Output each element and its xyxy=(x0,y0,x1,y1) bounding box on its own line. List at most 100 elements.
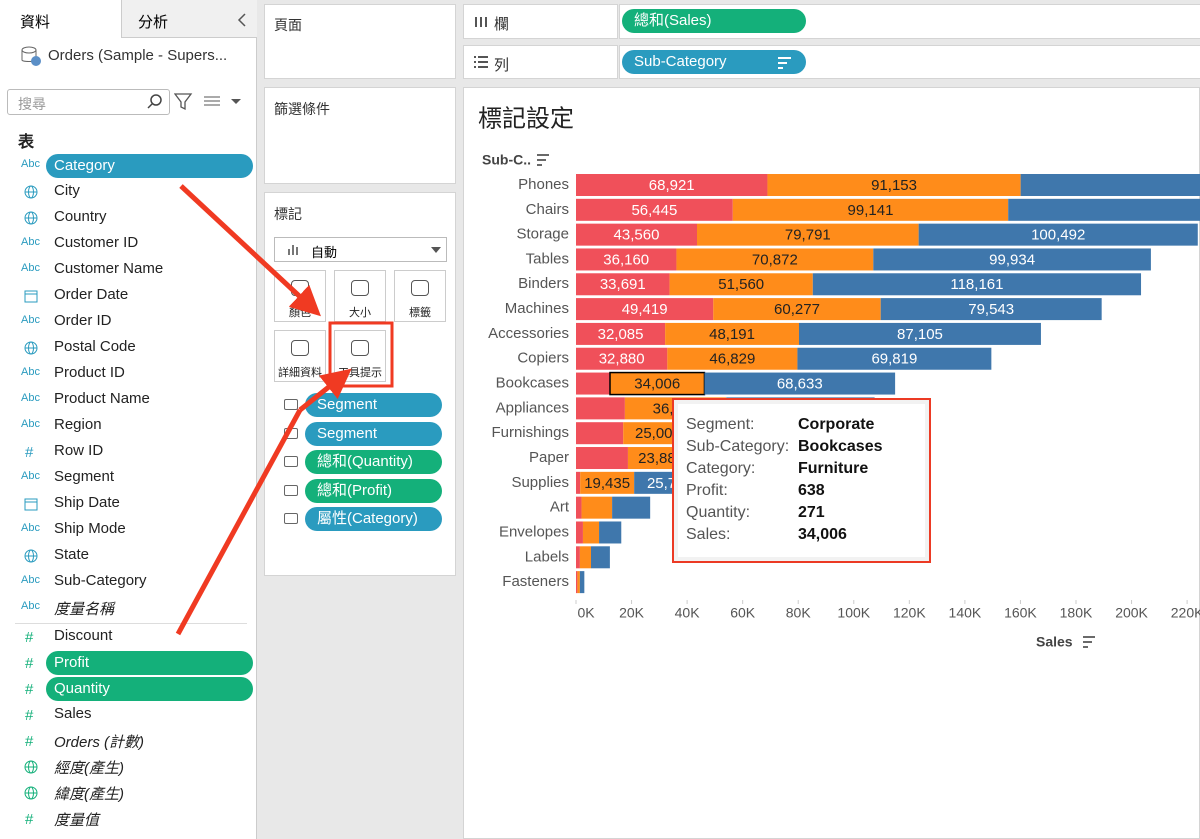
rows-shelf[interactable]: Sub-Category xyxy=(619,45,1200,79)
tooltip: Segment: Corporate Sub-Category: Bookcases C… xyxy=(672,398,931,563)
sort-icon[interactable] xyxy=(1083,636,1095,648)
sort-icon[interactable] xyxy=(537,154,549,166)
datasource-name[interactable]: Orders (Sample - Supers... xyxy=(48,47,228,64)
pill[interactable]: 屬性(Category) xyxy=(305,507,442,532)
field[interactable]: Ship Date xyxy=(54,494,120,511)
field[interactable]: Postal Code xyxy=(54,338,136,355)
bar-segment xyxy=(797,347,992,370)
x-tick-label: 20K xyxy=(619,605,645,621)
x-tick-label: 200K xyxy=(1115,605,1148,621)
data-label: 32,085 xyxy=(598,326,644,343)
x-tick-label: 180K xyxy=(1060,605,1093,621)
field[interactable]: Discount xyxy=(54,627,113,644)
field[interactable]: Quantity xyxy=(46,677,253,701)
field[interactable]: Segment xyxy=(54,468,115,485)
field[interactable]: Product Name xyxy=(54,390,150,407)
search-box[interactable]: 搜尋 xyxy=(7,89,170,115)
field[interactable]: Region xyxy=(54,416,102,433)
bar-segment xyxy=(665,322,799,345)
tab-analysis[interactable]: 分析 xyxy=(122,0,257,38)
bar-segment xyxy=(580,471,635,494)
field[interactable]: Order ID xyxy=(54,312,112,329)
field[interactable]: 度量值 xyxy=(54,812,100,829)
pill[interactable]: Segment xyxy=(305,421,442,446)
y-tick-label: Furnishings xyxy=(491,424,569,441)
field[interactable]: 緯度(產生) xyxy=(54,786,124,803)
data-label: 99,934 xyxy=(989,251,1035,268)
mark-button[interactable]: 標籤 xyxy=(394,270,446,322)
y-tick-label: Appliances xyxy=(496,399,569,416)
pill[interactable]: 總和(Sales) xyxy=(622,9,806,33)
field-icon xyxy=(24,185,38,199)
y-tick-label: Chairs xyxy=(526,201,569,218)
field[interactable]: Order Date xyxy=(54,286,129,303)
data-label: 100,492 xyxy=(1031,227,1085,244)
field[interactable]: Customer Name xyxy=(54,260,164,277)
mark-button[interactable]: 工具提示 xyxy=(334,330,386,382)
field[interactable]: Sales xyxy=(54,705,92,722)
data-label: 91,153 xyxy=(871,177,917,194)
field-icon: Abc xyxy=(21,600,40,612)
mark-button[interactable]: 詳細資料 xyxy=(274,330,326,382)
bar-segment xyxy=(732,198,1009,221)
pill[interactable]: Sub-Category xyxy=(622,50,806,74)
field[interactable]: Orders (計數) xyxy=(54,734,145,751)
y-tick-label: Storage xyxy=(516,226,569,243)
marks-card: 標記 自動 顏色 大小 標籤 詳細資料 工具提示 Segment Segment 總和(Qu… xyxy=(264,192,456,576)
mark-button[interactable]: 大小 xyxy=(334,270,386,322)
x-axis-label: Sales xyxy=(1036,634,1073,650)
chart-title: 標記設定 xyxy=(478,105,574,132)
mark-button-icon xyxy=(351,340,369,356)
mark-button[interactable]: 顏色 xyxy=(274,270,326,322)
tab-data[interactable]: 資料 xyxy=(0,0,122,38)
bar-segment xyxy=(880,298,1102,321)
field-icon: Abc xyxy=(21,418,40,430)
bar-segment xyxy=(576,447,628,470)
pages-shelf[interactable]: 頁面 xyxy=(264,4,456,79)
field[interactable]: Sub-Category xyxy=(54,572,147,589)
data-label: 19,435 xyxy=(584,475,630,492)
tooltip-value: 34,006 xyxy=(798,526,847,543)
field[interactable]: Category xyxy=(46,154,253,178)
field-icon: Abc xyxy=(21,522,40,534)
field-icon xyxy=(24,290,38,303)
columns-icon xyxy=(475,17,487,27)
pill[interactable]: 總和(Profit) xyxy=(305,478,442,503)
data-pane: 資料 分析 Orders (Sample - Supers... 搜尋 表 Ab… xyxy=(0,0,257,839)
bar-segment xyxy=(918,223,1198,246)
bar-segment xyxy=(599,521,622,544)
field[interactable]: Ship Mode xyxy=(54,520,126,537)
collapse-icon[interactable] xyxy=(236,13,248,27)
y-tick-label: Copiers xyxy=(517,350,569,367)
field[interactable]: City xyxy=(54,182,80,199)
field-icon: # xyxy=(25,811,34,828)
pill[interactable]: 總和(Quantity) xyxy=(305,450,442,475)
y-tick-label: Fasteners xyxy=(502,573,569,590)
bar-segment xyxy=(581,496,613,519)
data-label: 49,419 xyxy=(622,301,668,318)
columns-shelf[interactable]: 總和(Sales) xyxy=(619,4,1200,39)
field[interactable]: 度量名稱 xyxy=(54,601,115,618)
y-tick-label: Machines xyxy=(505,300,569,317)
data-label: 79,791 xyxy=(785,227,831,244)
field[interactable]: Customer ID xyxy=(54,234,139,251)
filters-shelf[interactable]: 篩選條件 xyxy=(264,87,456,184)
field[interactable]: State xyxy=(54,546,90,563)
field-icon: # xyxy=(25,707,34,724)
bar-segment xyxy=(576,298,714,321)
y-tick-label: Envelopes xyxy=(499,523,569,540)
field-icon: # xyxy=(25,681,34,698)
field[interactable]: Row ID xyxy=(54,442,104,459)
field-icon: Abc xyxy=(21,470,40,482)
mark-button-label: 顏色 xyxy=(289,307,311,319)
x-tick-label: 160K xyxy=(1004,605,1037,621)
field-icon: # xyxy=(25,733,34,750)
field[interactable]: Country xyxy=(54,208,107,225)
field[interactable]: 經度(產生) xyxy=(54,760,124,777)
field[interactable]: Profit xyxy=(46,651,253,675)
y-tick-label: Accessories xyxy=(488,325,569,342)
toolbar-icons[interactable] xyxy=(174,92,244,112)
field[interactable]: Product ID xyxy=(54,364,125,381)
pill[interactable]: Segment xyxy=(305,393,442,417)
mark-button-label: 標籤 xyxy=(409,307,431,319)
